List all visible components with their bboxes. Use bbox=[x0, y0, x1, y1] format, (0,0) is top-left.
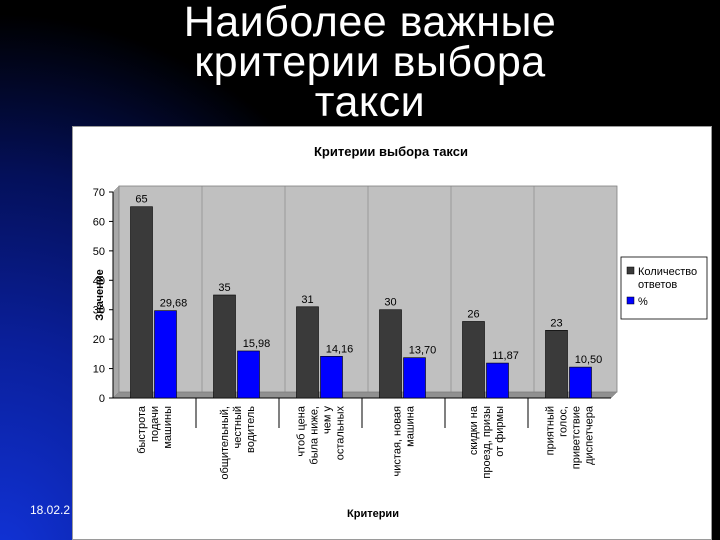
percent-bar bbox=[154, 310, 177, 399]
chart-title: Критерии выбора такси bbox=[314, 144, 468, 159]
x-category-label-line: была ниже, bbox=[309, 406, 321, 465]
count-data-label: 26 bbox=[467, 308, 479, 320]
y-tick-label: 10 bbox=[93, 364, 105, 376]
x-category-label-line: приятный bbox=[545, 406, 557, 455]
count-bar bbox=[130, 206, 153, 399]
plot-side-wall bbox=[112, 185, 120, 399]
x-category-label-line: проезд, призы bbox=[481, 406, 493, 479]
slide-title: Наиболее важные критерии выбора такси bbox=[110, 0, 630, 126]
legend-swatch bbox=[626, 266, 635, 275]
percent-data-label: 15,98 bbox=[243, 338, 271, 350]
count-bar bbox=[213, 294, 236, 399]
x-category-label-line: водитель bbox=[245, 406, 257, 453]
x-category-label: чистая, новая машина bbox=[392, 405, 417, 476]
x-category-label-line: чистая, новая bbox=[392, 406, 404, 477]
percent-data-label: 29,68 bbox=[160, 298, 188, 310]
count-data-label: 65 bbox=[135, 194, 147, 206]
x-category-label-line: подачи bbox=[149, 406, 161, 442]
count-data-label: 23 bbox=[550, 317, 562, 329]
count-data-label: 35 bbox=[218, 282, 230, 294]
plot-floor bbox=[112, 391, 618, 399]
percent-bar bbox=[237, 350, 260, 399]
count-bar bbox=[379, 309, 402, 399]
bar-chart: Критерии выбора такси 0 10 20 30 40 50 60 70 Знач… bbox=[93, 144, 708, 520]
legend-box bbox=[620, 256, 708, 320]
x-category-label: общительный, честный водитель bbox=[219, 406, 257, 480]
y-tick-label: 20 bbox=[93, 334, 105, 346]
percent-bar bbox=[403, 357, 426, 399]
x-category-label-line: машины bbox=[162, 406, 174, 449]
x-category-label-line: чем у bbox=[322, 406, 334, 434]
y-tick-label: 30 bbox=[93, 305, 105, 317]
slide-title-line-1: Наиболее важные bbox=[183, 0, 557, 46]
y-tick-label: 70 bbox=[93, 187, 105, 199]
percent-bar bbox=[569, 366, 592, 399]
x-category-label-line: от фирмы bbox=[494, 406, 506, 457]
x-category-label: быстрота подачи машины bbox=[136, 405, 174, 454]
legend-swatch bbox=[626, 296, 635, 305]
percent-bar bbox=[320, 356, 343, 399]
x-category-label-line: диспетчера bbox=[584, 405, 596, 465]
x-category-label-line: чтоб цена bbox=[296, 405, 308, 456]
count-bar bbox=[545, 330, 568, 399]
x-category-label-line: голос, bbox=[558, 406, 570, 437]
x-axis-title: Критерии bbox=[347, 508, 399, 520]
x-category-label-line: честный bbox=[232, 406, 244, 449]
y-tick-label: 40 bbox=[93, 275, 105, 287]
legend-entry-label: % bbox=[638, 296, 648, 308]
x-category-label: чтоб цена была ниже, чем у остальных bbox=[296, 405, 347, 464]
x-category-label: скидки на проезд, призы от фирмы bbox=[468, 405, 506, 478]
y-tick-label: 50 bbox=[93, 246, 105, 258]
count-data-label: 31 bbox=[301, 294, 313, 306]
x-category-label-line: остальных bbox=[335, 406, 347, 461]
percent-data-label: 14,16 bbox=[326, 343, 354, 355]
y-tick-label: 60 bbox=[93, 216, 105, 228]
legend-entry-label: ответов bbox=[638, 279, 677, 291]
x-category-label-line: общительный, bbox=[219, 406, 231, 480]
x-category-label-line: быстрота bbox=[136, 405, 148, 454]
count-bar bbox=[296, 306, 319, 399]
count-bar bbox=[462, 321, 485, 399]
x-category-label: приятный голос, приветствие диспетчера bbox=[545, 405, 596, 469]
percent-data-label: 13,70 bbox=[409, 345, 437, 357]
slide-date: 18.02.2 bbox=[30, 503, 71, 517]
percent-data-label: 11,87 bbox=[492, 350, 519, 362]
x-category-label-line: приветствие bbox=[571, 406, 583, 469]
y-axis-title: Значение bbox=[94, 269, 106, 320]
y-tick-label: 0 bbox=[99, 393, 105, 405]
legend-entry-label: Количество bbox=[638, 266, 697, 278]
slide-title-line-2: критерии выбора bbox=[194, 38, 546, 86]
percent-bar bbox=[486, 362, 509, 399]
percent-data-label: 10,50 bbox=[575, 354, 603, 366]
slide-title-line-3: такси bbox=[314, 78, 426, 126]
chart-panel: Критерии выбора такси 0 10 20 30 40 50 60 70 Знач… bbox=[72, 126, 712, 540]
count-data-label: 30 bbox=[384, 297, 396, 309]
x-category-label-line: машина bbox=[405, 405, 417, 447]
x-category-label-line: скидки на bbox=[468, 405, 480, 455]
